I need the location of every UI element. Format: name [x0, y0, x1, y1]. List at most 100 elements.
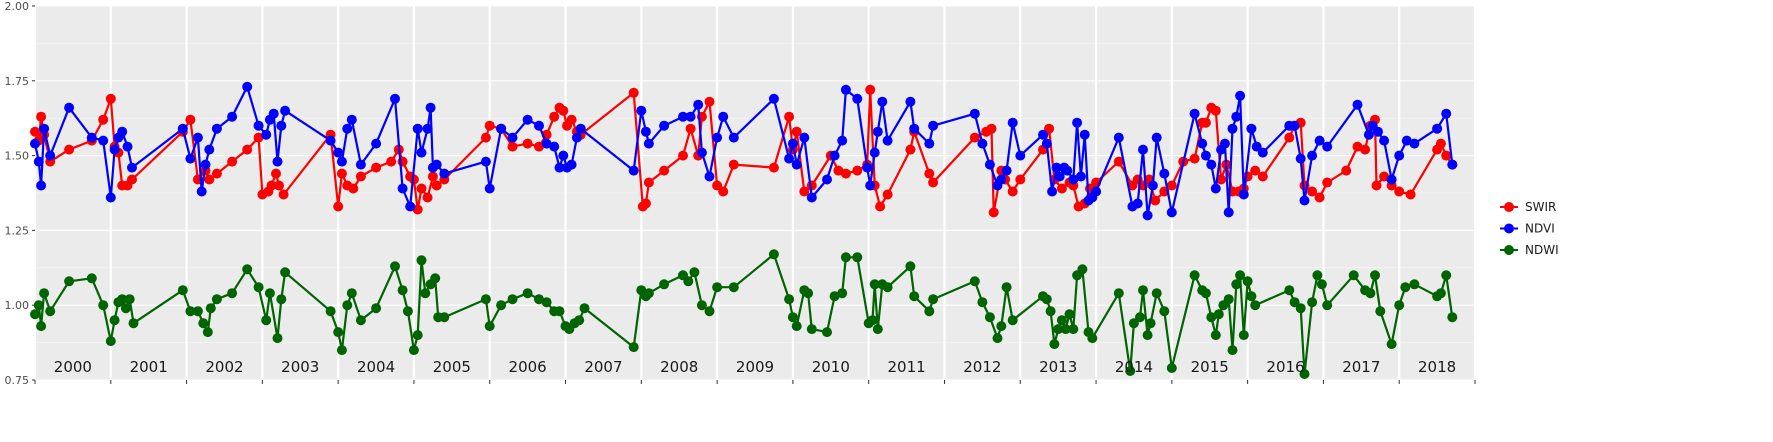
data-point	[342, 123, 353, 134]
data-point	[1246, 123, 1257, 134]
year-label: 2017	[1342, 358, 1380, 376]
data-point	[1145, 318, 1156, 329]
series-layer	[30, 81, 1458, 379]
data-point	[640, 126, 651, 137]
data-point	[1386, 174, 1397, 185]
data-point	[1312, 270, 1323, 281]
data-point	[1238, 330, 1249, 341]
data-point	[575, 123, 586, 134]
data-point	[643, 288, 654, 299]
data-point	[185, 153, 196, 164]
data-point	[264, 288, 275, 299]
data-point	[541, 138, 552, 149]
data-point	[541, 297, 552, 308]
year-label: 2007	[584, 358, 622, 376]
data-point	[98, 114, 109, 125]
data-point	[422, 192, 433, 203]
data-point	[784, 294, 795, 305]
data-point	[574, 315, 585, 326]
data-point	[507, 132, 518, 143]
data-point	[122, 141, 133, 152]
data-point	[566, 159, 577, 170]
y-tick-label: 1.00	[5, 299, 30, 312]
data-point	[806, 324, 817, 335]
data-point	[117, 126, 128, 137]
data-point	[1113, 288, 1124, 299]
data-point	[928, 177, 939, 188]
data-point	[718, 186, 729, 197]
data-point	[1299, 369, 1310, 379]
data-point	[342, 300, 353, 311]
data-point	[431, 159, 442, 170]
data-point	[869, 147, 880, 158]
data-point	[412, 204, 423, 215]
data-point	[924, 168, 935, 179]
data-point	[1166, 363, 1177, 373]
data-point	[1435, 138, 1446, 149]
data-point	[128, 318, 139, 329]
data-point	[869, 279, 880, 290]
data-point	[554, 162, 565, 173]
data-point	[693, 99, 704, 110]
data-point	[430, 273, 441, 284]
data-point	[1352, 99, 1363, 110]
data-point	[628, 87, 639, 98]
data-point	[1007, 186, 1018, 197]
data-point	[636, 105, 647, 116]
data-point	[977, 297, 988, 308]
data-point	[1405, 189, 1416, 200]
data-point	[768, 162, 779, 173]
data-point	[1200, 150, 1211, 161]
data-point	[924, 138, 935, 149]
data-point	[882, 135, 893, 146]
year-label: 2016	[1266, 358, 1304, 376]
data-point	[678, 150, 688, 161]
data-point	[1435, 288, 1446, 299]
data-point	[127, 174, 137, 185]
data-point	[522, 114, 533, 125]
data-point	[996, 174, 1007, 185]
data-point	[371, 303, 382, 314]
legend-label: SWIR	[1525, 200, 1556, 214]
data-point	[204, 144, 215, 155]
data-point	[278, 189, 289, 200]
data-point	[928, 294, 939, 305]
data-point	[268, 108, 279, 119]
data-point	[1138, 285, 1148, 296]
data-point	[185, 306, 196, 317]
data-point	[1371, 180, 1382, 191]
data-point	[416, 255, 427, 266]
data-point	[905, 144, 916, 155]
data-point	[704, 171, 715, 182]
data-point	[1064, 309, 1075, 320]
data-point	[728, 132, 739, 143]
data-point	[1007, 117, 1018, 128]
series-ndwi	[30, 249, 1458, 379]
data-point	[984, 159, 995, 170]
data-point	[799, 186, 810, 197]
data-point	[852, 252, 863, 263]
data-point	[1360, 144, 1371, 155]
data-point	[39, 123, 50, 134]
data-point	[390, 93, 400, 104]
data-point	[865, 84, 876, 95]
data-point	[98, 135, 109, 146]
data-point	[806, 192, 817, 203]
data-point	[211, 294, 222, 305]
year-label: 2003	[281, 358, 319, 376]
data-point	[1231, 279, 1242, 290]
data-point	[1113, 156, 1124, 167]
data-point	[696, 300, 707, 311]
data-point	[105, 336, 116, 347]
y-axis: 0.75 1.00 1.25 1.50 1.75 2.00	[5, 0, 35, 387]
data-point	[1231, 111, 1242, 122]
data-point	[36, 321, 47, 332]
legend-label: NDWI	[1525, 243, 1559, 257]
data-point	[280, 267, 291, 278]
data-point	[109, 315, 120, 326]
data-point	[1049, 339, 1060, 350]
data-point	[534, 120, 544, 131]
data-point	[1113, 132, 1124, 143]
data-point	[346, 114, 357, 125]
data-point	[1227, 123, 1238, 134]
